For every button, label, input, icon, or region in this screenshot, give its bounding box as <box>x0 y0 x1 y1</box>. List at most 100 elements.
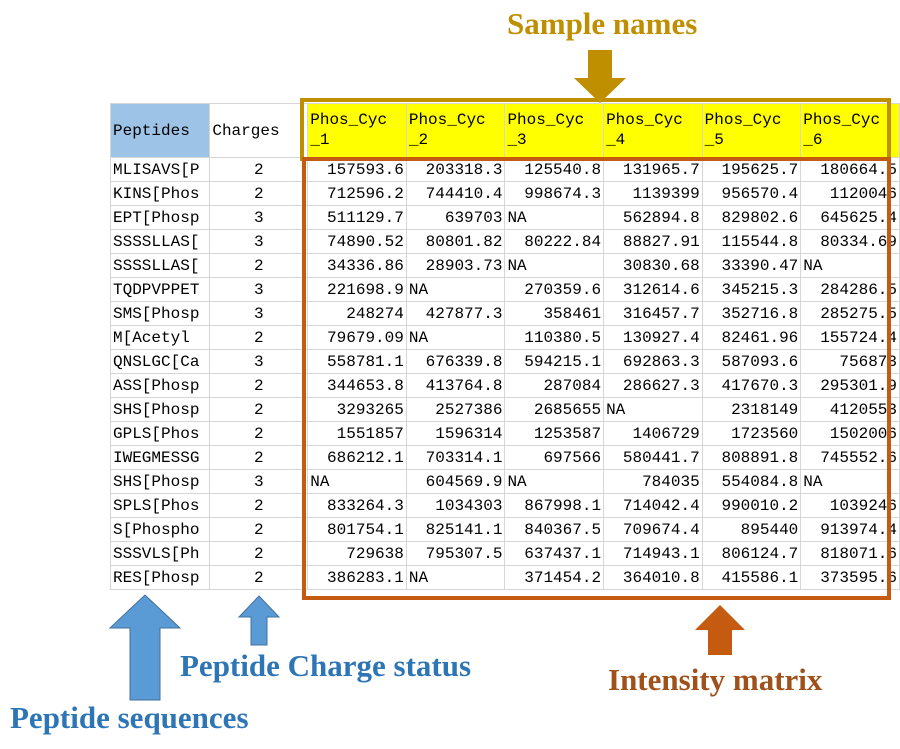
row: TQDPVPPET 3 221698.9 NA 270359.6 312614.6 3452… <box>109 277 900 302</box>
cell: 1596314 <box>405 421 506 446</box>
cell: 2 <box>209 325 309 350</box>
cell: 88827.91 <box>603 229 703 254</box>
cell: 180664.5 <box>800 157 900 182</box>
cell: 712596.2 <box>307 181 407 206</box>
cell: 867998.1 <box>504 493 605 518</box>
row: SHS[Phosp 2 3293265 2527386 2685655 NA 2318149… <box>109 397 900 422</box>
cell: RES[Phosp <box>109 565 211 590</box>
cell: 2685655 <box>504 397 605 422</box>
cell: 1139399 <box>603 181 703 206</box>
cell: M[Acetyl <box>109 325 211 350</box>
cell: 344653.8 <box>307 373 407 398</box>
cell: 895440 <box>701 517 802 542</box>
cell: 587093.6 <box>701 349 802 374</box>
cell: GPLS[Phos <box>109 421 211 446</box>
column-header: Phos_Cyc_2 <box>405 103 506 158</box>
cell: 2 <box>209 157 309 182</box>
cell: 417670.3 <box>701 373 802 398</box>
cell: 312614.6 <box>603 277 703 302</box>
cell: 686212.1 <box>307 445 407 470</box>
cell: 28903.73 <box>405 253 506 278</box>
cell: 1039246 <box>800 493 900 518</box>
cell: NA <box>800 469 900 494</box>
cell: 594215.1 <box>504 349 605 374</box>
cell: 697566 <box>504 445 605 470</box>
cell: 373595.6 <box>800 565 900 590</box>
cell: 645625.4 <box>800 205 900 230</box>
row: ASS[Phosp 2 344653.8 413764.8 287084 286627.3… <box>109 373 900 398</box>
cell: 203318.3 <box>405 157 506 182</box>
label: Peptide Charge status <box>180 648 472 683</box>
cell: SSSSLLAS[ <box>109 253 211 278</box>
row: IWEGMESSG 2 686212.1 703314.1 697566 580441.7… <box>109 445 900 470</box>
cell: 2 <box>209 493 309 518</box>
header-text: Phos_Cyc_6 <box>803 111 881 149</box>
cell: SHS[Phosp <box>109 397 211 422</box>
cell: 3 <box>209 469 309 494</box>
cell: KINS[Phos <box>109 181 211 206</box>
row: SSSSLLAS[2 34336.86 28903.73 NA 30830.68 3339… <box>109 253 900 278</box>
cell: 221698.9 <box>307 277 407 302</box>
row: RES[Phosp 2 386283.1 NA 371454.2 364010.8 4155… <box>109 565 900 590</box>
cell: 115544.8 <box>701 229 802 254</box>
cell: 3 <box>209 205 309 230</box>
cell: 248274 <box>307 301 407 326</box>
label: Intensity matrix <box>608 662 823 697</box>
column-header: Phos_Cyc_5 <box>701 103 802 158</box>
cell: 285275.5 <box>800 301 900 326</box>
cell: 4120553 <box>800 397 900 422</box>
cell: 2 <box>209 421 309 446</box>
cell: 956570.4 <box>701 181 802 206</box>
arrow-up <box>108 594 182 701</box>
cell: 74890.52 <box>307 229 407 254</box>
cell: 1551857 <box>307 421 407 446</box>
cell: 286627.3 <box>603 373 703 398</box>
label: Sample names <box>507 6 698 41</box>
cell: 2 <box>209 541 309 566</box>
arrow-up <box>695 605 745 655</box>
cell: 386283.1 <box>307 565 407 590</box>
row: GPLS[Phos 2 1551857 1596314 1253587 1406729 17… <box>109 421 900 446</box>
cell: MLISAVS[P <box>109 157 211 182</box>
cell: 3 <box>209 301 309 326</box>
cell: 371454.2 <box>504 565 605 590</box>
cell: 554084.8 <box>701 469 802 494</box>
cell: 840367.5 <box>504 517 605 542</box>
cell: SSSVLS[Ph <box>109 541 211 566</box>
cell: 745552.6 <box>800 445 900 470</box>
arrow-up <box>237 595 281 646</box>
header-text: Phos_Cyc_2 <box>408 111 486 149</box>
cell: 676339.8 <box>405 349 506 374</box>
cell: 34336.86 <box>307 253 407 278</box>
cell: 3 <box>209 349 309 374</box>
cell: 195625.7 <box>701 157 802 182</box>
cell: 358461 <box>504 301 605 326</box>
cell: 415586.1 <box>701 565 802 590</box>
cell: 990010.2 <box>701 493 802 518</box>
cell: 562894.8 <box>603 205 703 230</box>
cell: NA <box>800 253 900 278</box>
cell: 818071.6 <box>800 541 900 566</box>
column-header: Phos_Cyc_6 <box>800 103 900 158</box>
cell: 3 <box>209 277 309 302</box>
cell: 80801.82 <box>405 229 506 254</box>
cell: 703314.1 <box>405 445 506 470</box>
row: SPLS[Phos 2 833264.3 1034303 867998.1 714042.… <box>109 493 900 518</box>
column-header: Charges <box>209 103 309 158</box>
header-text: Phos_Cyc_4 <box>606 111 683 149</box>
cell: 806124.7 <box>701 541 802 566</box>
cell: NA <box>504 253 605 278</box>
cell: 2 <box>209 373 309 398</box>
cell: 511129.7 <box>307 205 407 230</box>
header-text: Phos_Cyc_1 <box>310 111 388 149</box>
cell: 714042.4 <box>603 493 703 518</box>
label: Peptide sequences <box>10 700 249 735</box>
cell: 1502006 <box>800 421 900 446</box>
cell: 33390.47 <box>701 253 802 278</box>
row: SSSVLS[Ph 2 729638 795307.5 637437.1 714943.1… <box>109 541 900 566</box>
header-text: Phos_Cyc_5 <box>704 111 782 149</box>
cell: 795307.5 <box>405 541 506 566</box>
matrix-box <box>302 157 891 600</box>
row: MLISAVS[P 2 157593.6 203318.3 125540.8 131965… <box>109 157 900 182</box>
